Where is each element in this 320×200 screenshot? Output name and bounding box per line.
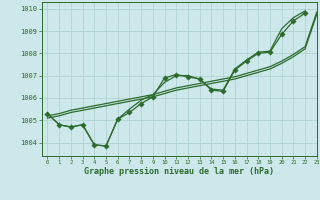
X-axis label: Graphe pression niveau de la mer (hPa): Graphe pression niveau de la mer (hPa) xyxy=(84,167,274,176)
